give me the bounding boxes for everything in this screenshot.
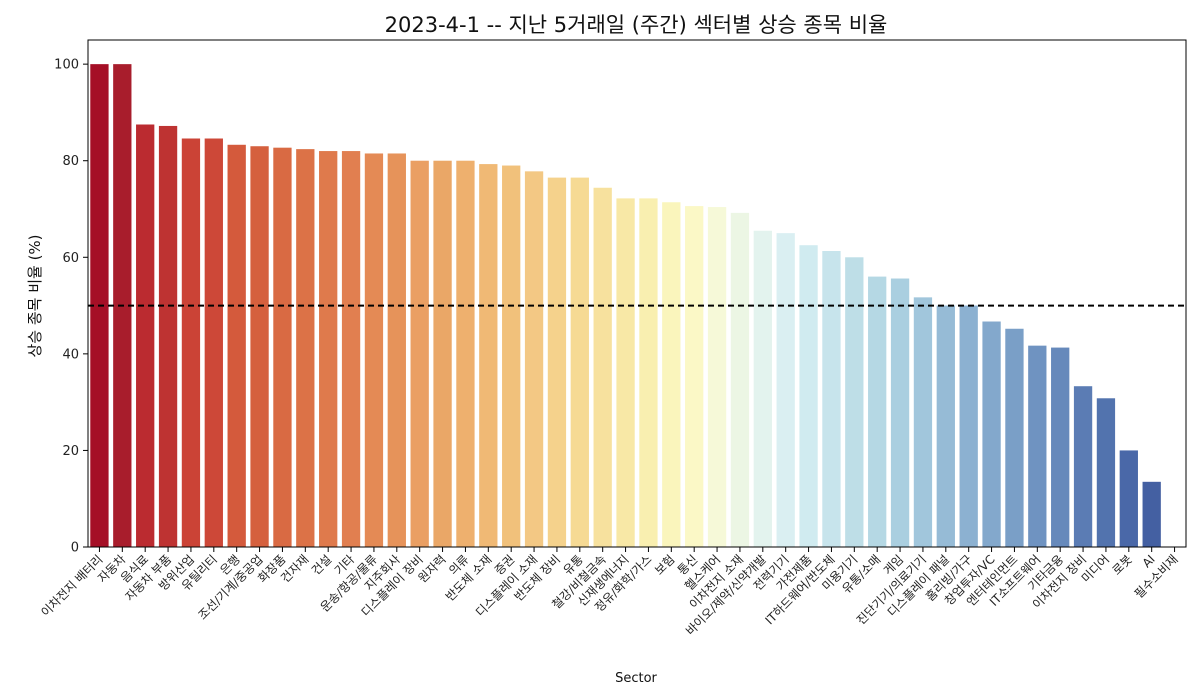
bar — [1005, 328, 1024, 547]
bar — [296, 149, 315, 547]
bar — [181, 138, 201, 547]
bar — [136, 124, 155, 547]
bar — [479, 164, 498, 547]
y-tick-label: 20 — [62, 444, 79, 459]
x-tick-label: 건설 — [309, 552, 335, 578]
bar — [1028, 345, 1047, 547]
bar — [1051, 347, 1070, 547]
bar — [250, 146, 269, 548]
bar — [319, 151, 338, 547]
bar — [364, 153, 384, 547]
bar — [662, 202, 681, 548]
bar — [730, 212, 750, 548]
bar — [1096, 398, 1116, 547]
bar — [1119, 450, 1138, 547]
bar — [890, 278, 910, 547]
bar — [204, 138, 223, 547]
y-axis-label: 상승 종목 비율 (%) — [26, 234, 44, 357]
bar — [227, 144, 246, 547]
axes-group — [87, 39, 1187, 548]
bar — [593, 187, 612, 547]
bar — [433, 160, 452, 547]
bar — [822, 251, 841, 547]
y-tick-label: 60 — [62, 251, 79, 266]
bar — [341, 151, 361, 547]
x-tick-label: 이차전지 배터리 — [38, 552, 105, 619]
bar — [707, 207, 727, 547]
bar — [524, 171, 544, 547]
bar — [845, 257, 864, 547]
y-tick-label: 0 — [71, 541, 79, 556]
bar — [913, 297, 933, 547]
plot-frame — [87, 39, 1187, 548]
bar — [547, 177, 567, 548]
bar — [868, 276, 887, 547]
bar — [936, 305, 955, 547]
bar — [456, 160, 475, 547]
bar — [982, 321, 1001, 547]
bar — [158, 125, 178, 547]
bar — [410, 160, 429, 547]
bar — [776, 233, 795, 547]
x-tick-label: 로봇 — [1109, 552, 1135, 578]
bar — [685, 206, 704, 547]
bar — [570, 177, 589, 548]
bar — [502, 165, 521, 548]
bar — [959, 305, 978, 547]
bar — [1073, 386, 1093, 547]
x-tick-label: 보험 — [652, 552, 678, 578]
x-tick-label: 필수소비재 — [1132, 552, 1181, 601]
bar — [753, 230, 772, 548]
y-ticks-group: 0 20 40 60 80 100 — [54, 58, 88, 556]
bar — [273, 147, 292, 547]
y-tick-label: 80 — [62, 154, 79, 169]
bar — [1142, 481, 1161, 547]
y-tick-label: 40 — [62, 347, 79, 362]
bars-group — [90, 64, 1161, 548]
chart-title: 2023-4-1 -- 지난 5거래일 (주간) 섹터별 상승 종목 비율 — [385, 13, 888, 37]
bar — [639, 198, 658, 547]
x-axis-label: Sector — [615, 671, 657, 686]
bar — [799, 245, 818, 547]
bar — [387, 153, 406, 547]
bar — [616, 198, 635, 547]
y-tick-label: 100 — [54, 58, 79, 73]
